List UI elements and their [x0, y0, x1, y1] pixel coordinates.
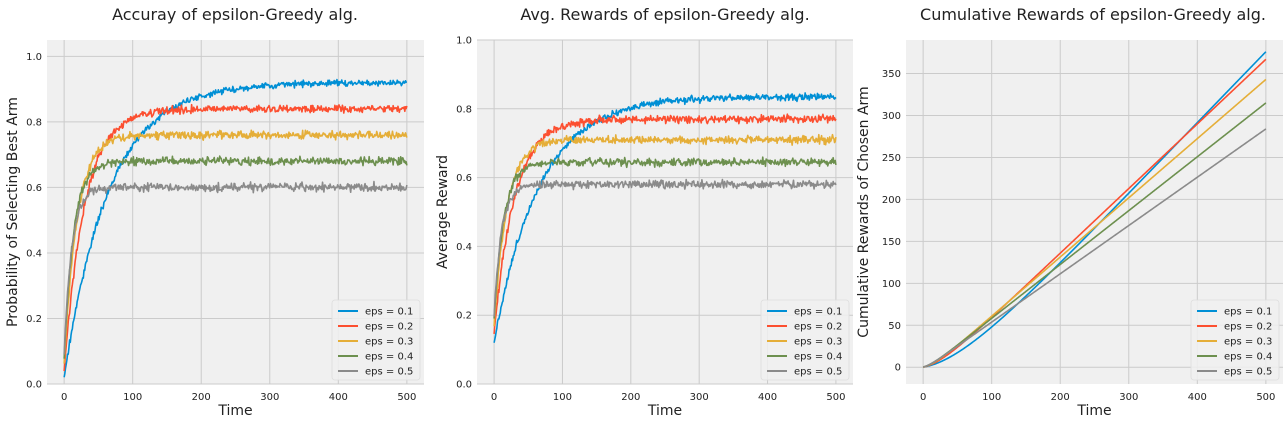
- series-line-eps-3: [922, 78, 1267, 368]
- y-tick-label: 0.6: [26, 183, 42, 194]
- x-axis-label: Time: [647, 403, 682, 419]
- y-tick-label: 0.4: [456, 242, 472, 253]
- y-tick-label: 150: [882, 237, 901, 248]
- legend-label: eps = 0.3: [1224, 337, 1272, 348]
- x-tick-label: 500: [1256, 392, 1275, 403]
- y-tick-label: 1.0: [26, 52, 42, 63]
- legend-label: eps = 0.4: [794, 352, 842, 363]
- y-tick-label: 0.2: [456, 311, 472, 322]
- x-tick-label: 100: [982, 392, 1001, 403]
- x-tick-label: 400: [1188, 392, 1207, 403]
- series-line-eps-3: [63, 129, 408, 364]
- chart-panel-3: 0 100 200 300 400 500 0 50 100 150 200 250 300 350 Cum…: [856, 5, 1283, 419]
- chart-title: Accuray of epsilon-Greedy alg.: [112, 5, 358, 24]
- x-tick-label: 500: [826, 392, 845, 403]
- legend-label: eps = 0.2: [1224, 322, 1272, 333]
- x-tick-label: 300: [1119, 392, 1138, 403]
- y-tick-label: 0.4: [26, 248, 42, 259]
- chart-panel-1: 0 100 200 300 400 500 0.0 0.2 0.4 0.6 0.8 1.0 Accura…: [5, 5, 424, 419]
- chart-title: Cumulative Rewards of epsilon-Greedy alg…: [920, 5, 1266, 24]
- x-tick-label: 400: [329, 392, 348, 403]
- y-tick-label: 1.0: [456, 36, 472, 47]
- legend-label: eps = 0.5: [794, 367, 842, 378]
- y-tick-label: 0: [895, 363, 901, 374]
- series-line-eps-5: [63, 180, 408, 355]
- series-line-eps-2: [63, 103, 408, 372]
- x-tick-label: 200: [192, 392, 211, 403]
- series-line-eps-5: [922, 128, 1267, 368]
- legend: eps = 0.1 eps = 0.2 eps = 0.3 eps = 0.4 eps …: [760, 299, 850, 381]
- legend: eps = 0.1 eps = 0.2 eps = 0.3 eps = 0.4 eps …: [1190, 299, 1280, 381]
- y-tick-label: 0.8: [456, 104, 472, 115]
- x-axis-label: Time: [217, 403, 252, 419]
- y-tick-label: 0.0: [26, 380, 42, 391]
- legend-label: eps = 0.2: [365, 322, 413, 333]
- y-tick-label: 50: [888, 321, 901, 332]
- x-tick-label: 0: [491, 392, 497, 403]
- y-tick-label: 350: [882, 69, 901, 80]
- y-tick-label: 300: [882, 111, 901, 122]
- legend-label: eps = 0.3: [365, 337, 413, 348]
- series-line-eps-1: [493, 92, 837, 343]
- series-line-eps-5: [493, 178, 837, 317]
- x-tick-label: 0: [920, 392, 926, 403]
- y-tick-label: 250: [882, 153, 901, 164]
- series-line-eps-1: [63, 78, 407, 378]
- series-line-eps-3: [493, 133, 837, 327]
- y-tick-label: 100: [882, 279, 901, 290]
- y-axis-label: Average Reward: [435, 155, 451, 269]
- legend-label: eps = 0.4: [365, 352, 413, 363]
- legend-label: eps = 0.2: [794, 322, 842, 333]
- y-tick-label: 0.8: [26, 117, 42, 128]
- legend-label: eps = 0.4: [1224, 352, 1272, 363]
- legend-label: eps = 0.1: [1224, 307, 1272, 318]
- x-tick-label: 500: [397, 392, 416, 403]
- legend-box: [331, 299, 421, 381]
- y-tick-label: 0.0: [456, 380, 472, 391]
- series-line-eps-4: [493, 156, 837, 319]
- x-axis-label: Time: [1076, 403, 1111, 419]
- x-tick-label: 200: [621, 392, 640, 403]
- legend-box: [760, 299, 850, 381]
- series-line-eps-4: [63, 155, 408, 359]
- y-tick-label: 0.2: [26, 314, 42, 325]
- x-tick-label: 400: [758, 392, 777, 403]
- legend-label: eps = 0.5: [365, 367, 413, 378]
- legend: eps = 0.1 eps = 0.2 eps = 0.3 eps = 0.4 eps …: [331, 299, 421, 381]
- x-tick-label: 300: [690, 392, 709, 403]
- legend-label: eps = 0.1: [365, 307, 413, 318]
- series-line-eps-2: [493, 113, 837, 335]
- y-tick-label: 200: [882, 195, 901, 206]
- x-tick-label: 0: [61, 392, 67, 403]
- y-tick-label: 0.6: [456, 173, 472, 184]
- legend-box: [1190, 299, 1280, 381]
- x-tick-label: 100: [553, 392, 572, 403]
- x-tick-label: 100: [123, 392, 142, 403]
- x-tick-label: 200: [1051, 392, 1070, 403]
- y-axis-label: Probability of Selecting Best Arm: [5, 97, 21, 327]
- series-line-eps-4: [922, 102, 1267, 368]
- legend-label: eps = 0.3: [794, 337, 842, 348]
- legend-label: eps = 0.5: [1224, 367, 1272, 378]
- legend-label: eps = 0.1: [794, 307, 842, 318]
- x-tick-label: 300: [260, 392, 279, 403]
- chart-title: Avg. Rewards of epsilon-Greedy alg.: [520, 5, 809, 24]
- y-axis-label: Cumulative Rewards of Chosen Arm: [856, 86, 872, 337]
- chart-panel-2: 0 100 200 300 400 500 0.0 0.2 0.4 0.6 0.8 1.0 Avg. R…: [435, 5, 853, 419]
